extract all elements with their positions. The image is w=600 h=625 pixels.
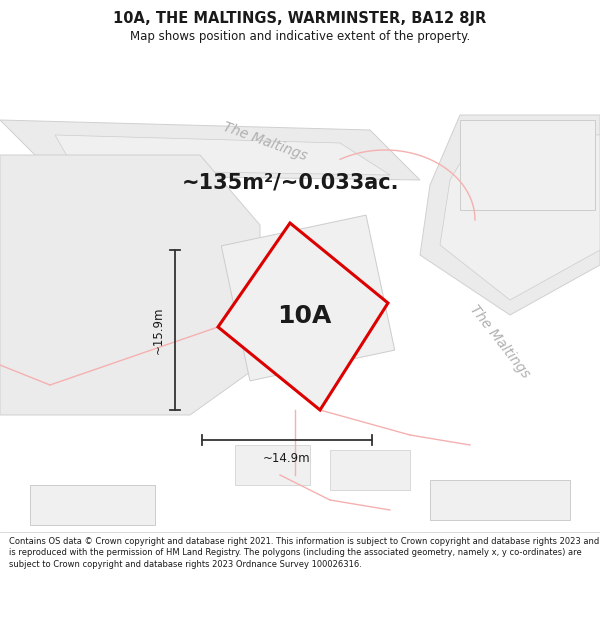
Text: ~15.9m: ~15.9m	[152, 306, 165, 354]
Polygon shape	[218, 223, 388, 410]
Text: The Maltings: The Maltings	[467, 302, 533, 381]
Text: 10A, THE MALTINGS, WARMINSTER, BA12 8JR: 10A, THE MALTINGS, WARMINSTER, BA12 8JR	[113, 11, 487, 26]
Text: ~135m²/~0.033ac.: ~135m²/~0.033ac.	[181, 172, 399, 192]
Polygon shape	[420, 115, 600, 315]
Polygon shape	[221, 215, 395, 381]
Polygon shape	[55, 135, 390, 175]
Polygon shape	[330, 450, 410, 490]
Text: Contains OS data © Crown copyright and database right 2021. This information is : Contains OS data © Crown copyright and d…	[9, 537, 599, 569]
Polygon shape	[30, 485, 155, 525]
Text: The Maltings: The Maltings	[221, 120, 309, 164]
Text: Map shows position and indicative extent of the property.: Map shows position and indicative extent…	[130, 30, 470, 43]
Polygon shape	[0, 155, 260, 415]
Polygon shape	[235, 445, 310, 485]
Text: 10A: 10A	[277, 304, 331, 328]
Polygon shape	[440, 130, 600, 300]
Polygon shape	[0, 120, 420, 180]
Polygon shape	[430, 480, 570, 520]
Polygon shape	[460, 120, 595, 210]
Text: ~14.9m: ~14.9m	[263, 452, 311, 465]
